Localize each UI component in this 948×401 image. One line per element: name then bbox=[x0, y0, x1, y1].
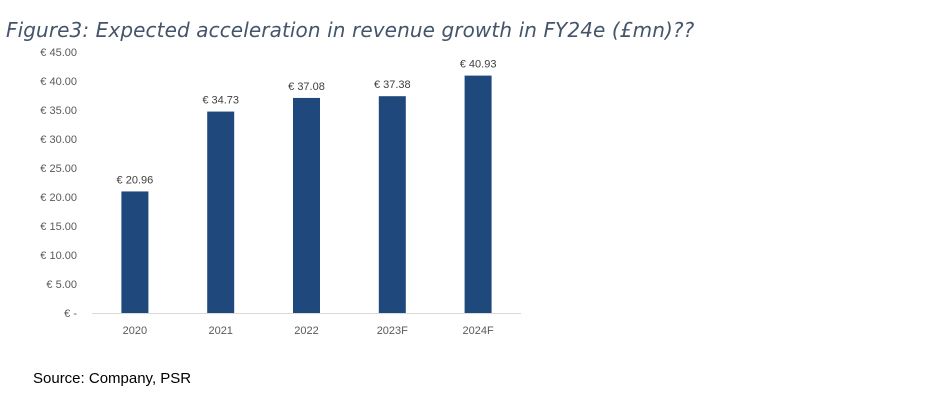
bars: € 20.96 € 34.73 € 37.08 € 37.38 € 40.93 bbox=[117, 59, 497, 313]
data-label: € 20.96 bbox=[117, 174, 154, 186]
bar-2024f bbox=[464, 75, 492, 313]
y-tick-label: € 10.00 bbox=[40, 250, 77, 262]
y-tick-label: € 30.00 bbox=[40, 134, 77, 146]
y-axis: € - € 5.00 € 10.00 € 15.00 € 20.00 € 25.00 € 3… bbox=[40, 47, 77, 320]
data-label: € 40.93 bbox=[460, 59, 497, 71]
y-tick-label: € 5.00 bbox=[46, 279, 77, 291]
y-tick-label: € 35.00 bbox=[40, 105, 77, 117]
bar-2020 bbox=[121, 191, 149, 313]
x-tick-label: 2024F bbox=[462, 325, 493, 337]
y-tick-label: € 15.00 bbox=[40, 221, 77, 233]
y-tick-label: € - bbox=[64, 308, 77, 320]
bar-2023f bbox=[378, 96, 406, 313]
y-tick-label: € 25.00 bbox=[40, 163, 77, 175]
bar-2021 bbox=[207, 111, 235, 313]
data-label: € 37.38 bbox=[374, 79, 411, 91]
chart-title: Figure3: Expected acceleration in revenu… bbox=[6, 18, 695, 42]
y-tick-label: € 20.00 bbox=[40, 192, 77, 204]
data-label: € 34.73 bbox=[202, 95, 239, 107]
x-tick-label: 2021 bbox=[208, 325, 232, 337]
y-tick-label: € 45.00 bbox=[40, 47, 77, 59]
x-tick-label: 2020 bbox=[123, 325, 147, 337]
data-label: € 37.08 bbox=[288, 81, 325, 93]
x-axis: 2020 2021 2022 2023F 2024F bbox=[92, 313, 521, 337]
bar-2022 bbox=[293, 97, 320, 313]
x-tick-label: 2023F bbox=[377, 325, 408, 337]
x-tick-label: 2022 bbox=[294, 325, 318, 337]
y-tick-label: € 40.00 bbox=[40, 76, 77, 88]
source-note: Source: Company, PSR bbox=[33, 370, 192, 387]
